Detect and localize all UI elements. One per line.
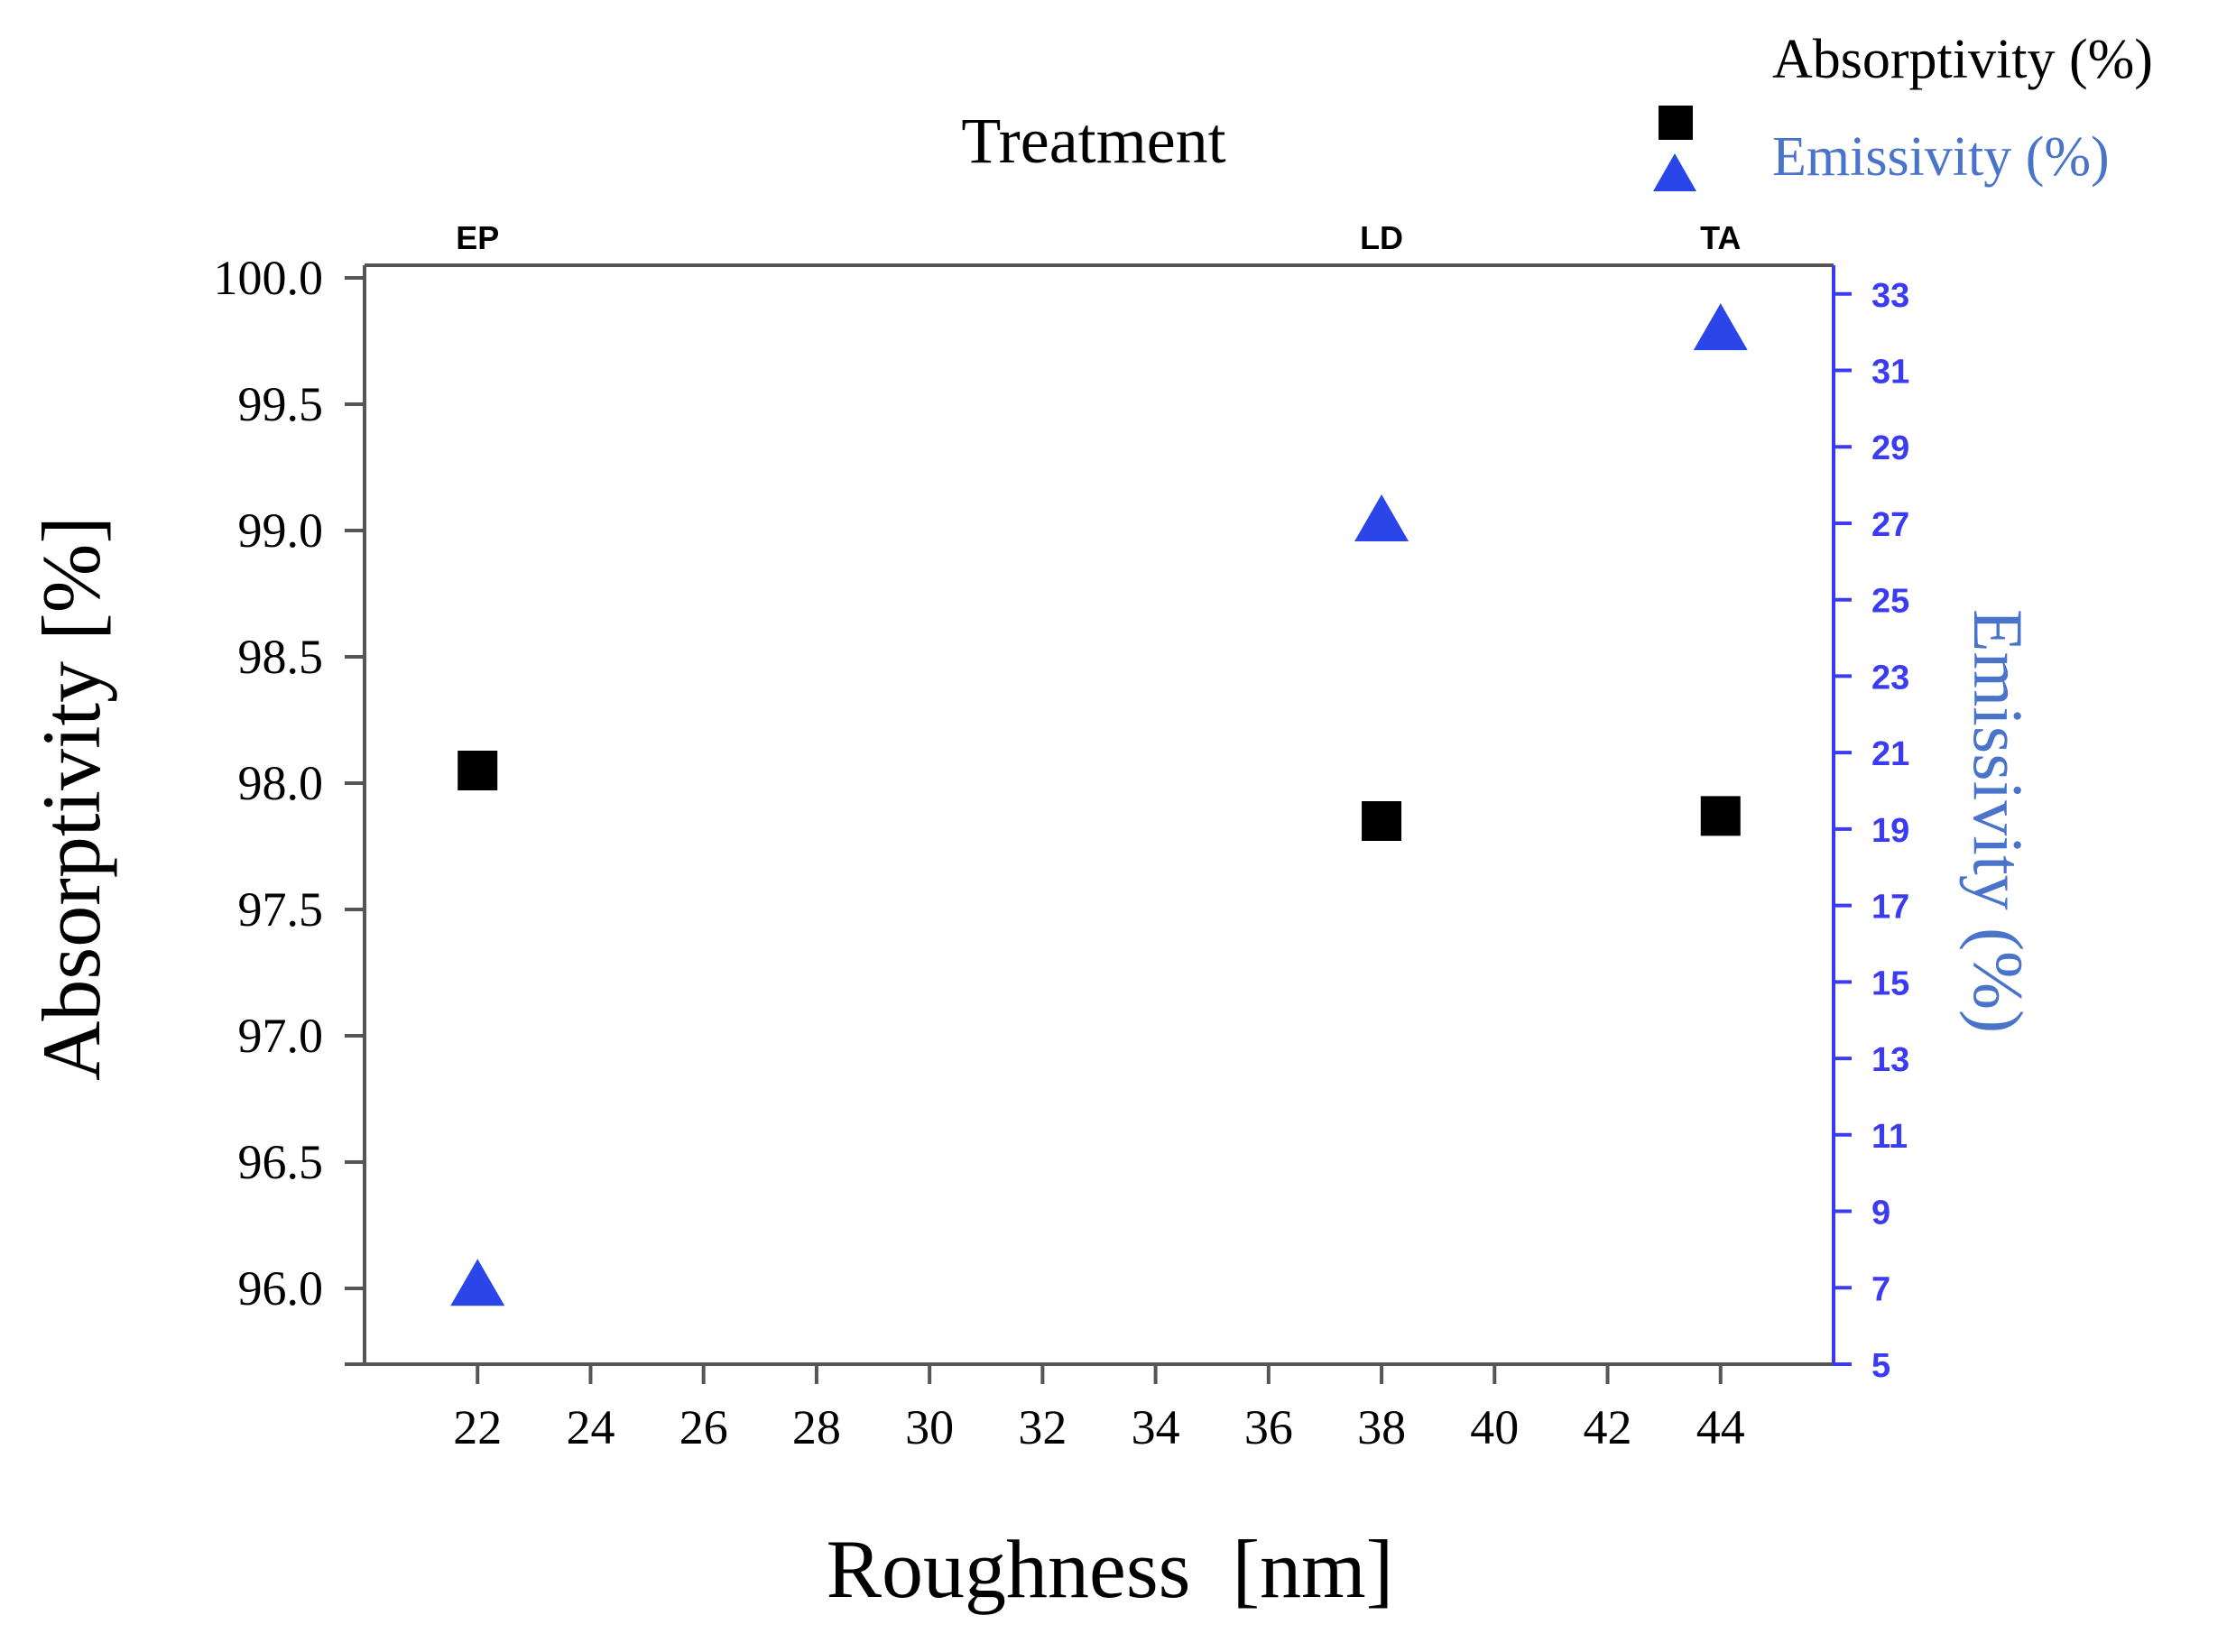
y2-tick-label: 21 xyxy=(1871,735,1909,773)
x-tick-label: 30 xyxy=(905,1400,954,1454)
x-tick-label: 28 xyxy=(792,1400,841,1454)
y2-axis-label: Emissivity (%) xyxy=(1959,609,2038,1033)
absorptivity-point xyxy=(1700,796,1741,836)
y2-tick-label: 29 xyxy=(1871,429,1909,467)
y-tick-label: 98.5 xyxy=(238,630,324,684)
data-points xyxy=(450,303,1748,1306)
y-tick-label: 97.5 xyxy=(238,882,324,937)
y2-tick-label: 25 xyxy=(1871,583,1909,621)
left-axis-ticks: 96.0 96.5 97.0 97.5 98.0 98.5 99.0 99.5 100.0 xyxy=(214,251,365,1315)
x-tick-label: 44 xyxy=(1696,1400,1745,1454)
y-tick-label: 98.0 xyxy=(238,756,324,810)
top-axis-ticks: EP LD TA xyxy=(456,219,1741,256)
y-tick-label: 97.0 xyxy=(238,1009,324,1063)
legend-label-emissivity: Emissivity (%) xyxy=(1772,126,2110,188)
legend-marker-emissivity xyxy=(1653,153,1696,191)
x-tick-label: 32 xyxy=(1018,1400,1067,1454)
y-tick-label: 96.0 xyxy=(238,1261,324,1315)
emissivity-point xyxy=(450,1259,505,1306)
y2-tick-label: 17 xyxy=(1871,889,1909,927)
y2-tick-label: 13 xyxy=(1871,1041,1909,1079)
y2-tick-label: 19 xyxy=(1871,812,1909,850)
x-tick-label: 40 xyxy=(1470,1400,1519,1454)
y2-tick-label: 5 xyxy=(1871,1347,1890,1385)
right-axis-ticks: 5 7 9 11 13 15 17 19 21 23 25 27 29 31 33 xyxy=(1834,277,1909,1385)
top-tick-label: LD xyxy=(1360,219,1403,256)
x-axis-label: Roughness [nm] xyxy=(827,1523,1394,1615)
x-tick-label: 36 xyxy=(1244,1400,1293,1454)
x-tick-label: 26 xyxy=(679,1400,728,1454)
emissivity-point xyxy=(1354,494,1409,541)
y2-tick-label: 27 xyxy=(1871,506,1909,544)
y-tick-label: 99.5 xyxy=(238,377,324,431)
y-tick-label: 96.5 xyxy=(238,1135,324,1189)
emissivity-point xyxy=(1693,303,1748,351)
x-tick-label: 42 xyxy=(1584,1400,1632,1454)
legend-label-absorptivity: Absorptivity (%) xyxy=(1772,29,2153,90)
y-tick-label: 99.0 xyxy=(238,503,324,558)
top-tick-label: EP xyxy=(456,219,499,256)
y2-tick-label: 33 xyxy=(1871,277,1909,315)
y2-tick-label: 31 xyxy=(1871,354,1909,392)
plot-area xyxy=(345,263,1835,1366)
absorptivity-point xyxy=(1362,801,1402,841)
chart-title: Treatment xyxy=(961,105,1225,177)
y-axis-label: Absorptivity [%] xyxy=(25,516,117,1081)
absorptivity-point xyxy=(457,751,498,790)
x-tick-label: 24 xyxy=(566,1400,615,1454)
y2-tick-label: 11 xyxy=(1871,1118,1908,1156)
x-tick-label: 34 xyxy=(1132,1400,1180,1454)
legend: Absorptivity (%) Emissivity (%) xyxy=(1653,29,2153,191)
y2-tick-label: 7 xyxy=(1871,1270,1890,1308)
y-tick-label: 100.0 xyxy=(214,251,324,305)
y2-tick-label: 9 xyxy=(1871,1195,1890,1232)
x-tick-label: 38 xyxy=(1357,1400,1406,1454)
top-tick-label: TA xyxy=(1700,219,1741,256)
y2-tick-label: 15 xyxy=(1871,964,1909,1002)
x-axis-ticks: 22 24 26 28 30 32 34 36 38 40 42 44 xyxy=(453,1364,1745,1454)
legend-marker-absorptivity xyxy=(1659,106,1693,140)
x-tick-label: 22 xyxy=(453,1400,502,1454)
y2-tick-label: 23 xyxy=(1871,659,1909,697)
